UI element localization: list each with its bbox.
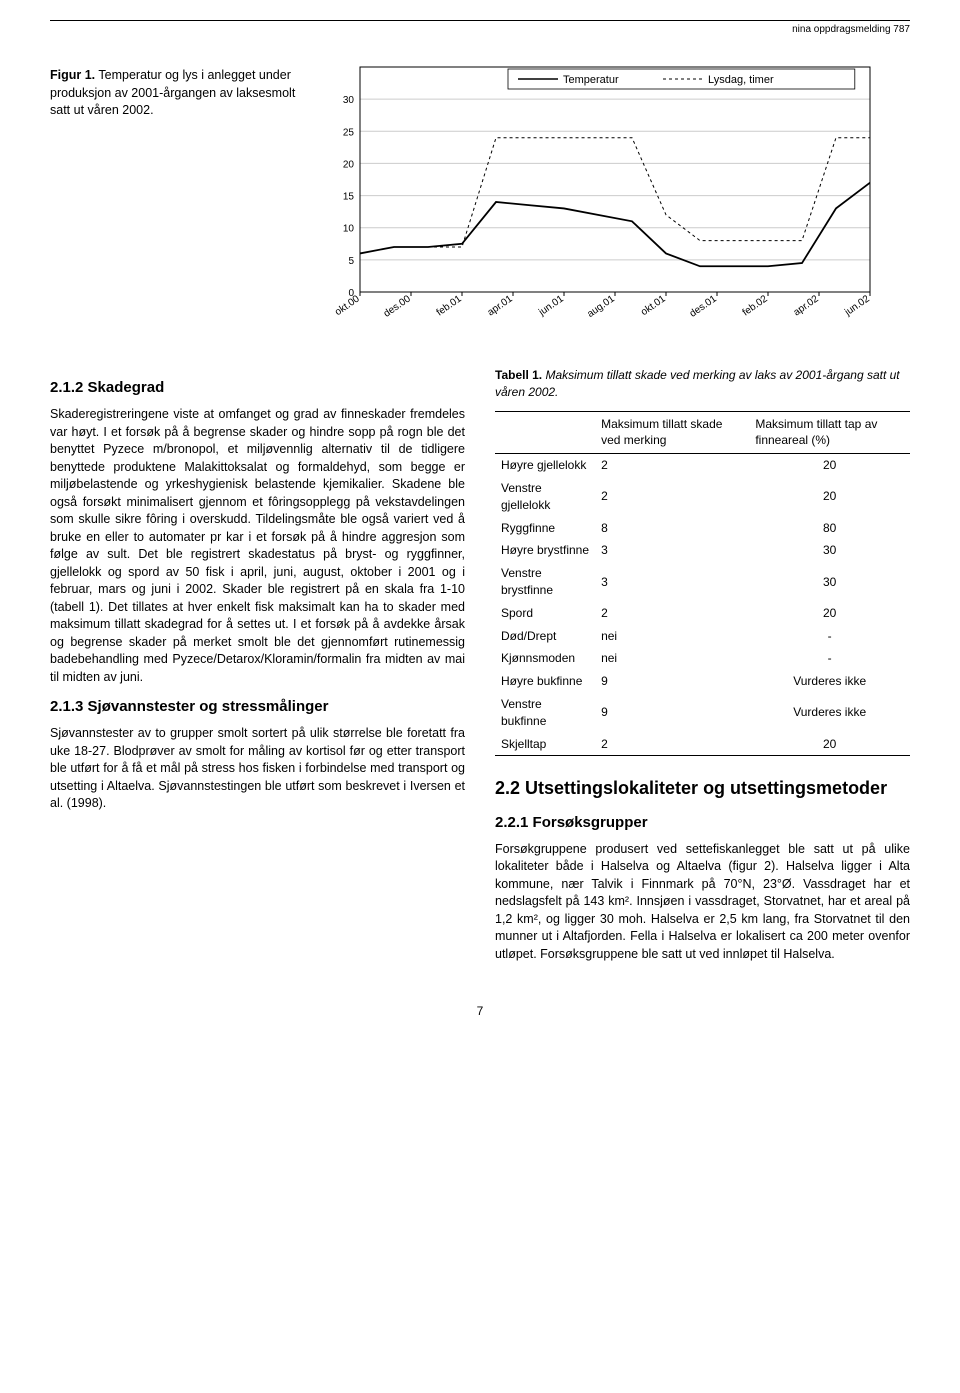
- table-1-caption: Tabell 1. Maksimum tillatt skade ved mer…: [495, 367, 910, 401]
- svg-text:okt.01: okt.01: [639, 293, 668, 318]
- section-2-2-1-title: 2.2.1 Forsøksgrupper: [495, 812, 910, 833]
- table-1-col2: Maksimum tillatt skade ved merking: [595, 411, 749, 454]
- table-cell: 20: [749, 733, 910, 756]
- table-cell: Kjønnsmoden: [495, 647, 595, 670]
- svg-text:25: 25: [343, 127, 355, 138]
- table-cell: 8: [595, 517, 749, 540]
- table-1: Maksimum tillatt skade ved merking Maksi…: [495, 411, 910, 757]
- table-row: Skjelltap220: [495, 733, 910, 756]
- table-cell: 2: [595, 477, 749, 517]
- svg-text:aug.01: aug.01: [585, 293, 617, 320]
- table-cell: Spord: [495, 602, 595, 625]
- svg-text:Temperatur: Temperatur: [563, 74, 619, 86]
- svg-text:20: 20: [343, 159, 355, 170]
- table-row: Venstre bukfinne9Vurderes ikke: [495, 693, 910, 733]
- table-cell: -: [749, 625, 910, 648]
- table-row: Høyre gjellelokk220: [495, 454, 910, 477]
- table-row: Kjønnsmodennei-: [495, 647, 910, 670]
- table-cell: Venstre bukfinne: [495, 693, 595, 733]
- section-2-1-2-title: 2.1.2 Skadegrad: [50, 377, 465, 398]
- right-column: Tabell 1. Maksimum tillatt skade ved mer…: [495, 367, 910, 973]
- table-row: Ryggfinne880: [495, 517, 910, 540]
- svg-text:15: 15: [343, 192, 355, 203]
- table-cell: 2: [595, 602, 749, 625]
- table-1-caption-text: Maksimum tillatt skade ved merking av la…: [495, 368, 900, 399]
- table-1-col1: [495, 411, 595, 454]
- table-row: Høyre bukfinne9Vurderes ikke: [495, 670, 910, 693]
- section-2-2-title: 2.2 Utsettingslokaliteter og utsettingsm…: [495, 776, 910, 801]
- table-cell: Høyre brystfinne: [495, 539, 595, 562]
- table-cell: 3: [595, 539, 749, 562]
- table-cell: Høyre bukfinne: [495, 670, 595, 693]
- table-1-col3: Maksimum tillatt tap av finneareal (%): [749, 411, 910, 454]
- table-cell: 2: [595, 733, 749, 756]
- table-row: Spord220: [495, 602, 910, 625]
- table-cell: 3: [595, 562, 749, 602]
- section-2-1-2-body: Skaderegistreringene viste at omfanget o…: [50, 406, 465, 686]
- temperature-light-chart: 051015202530okt.00des.00feb.01apr.01jun.…: [320, 57, 880, 337]
- section-2-2-1-body: Forsøkgruppene produsert ved settefiskan…: [495, 841, 910, 964]
- table-row: Venstre brystfinne330: [495, 562, 910, 602]
- table-cell: Høyre gjellelokk: [495, 454, 595, 477]
- table-row: Venstre gjellelokk220: [495, 477, 910, 517]
- table-cell: Vurderes ikke: [749, 670, 910, 693]
- svg-text:jun.01: jun.01: [536, 293, 566, 318]
- section-2-1-3-body: Sjøvannstester av to grupper smolt sorte…: [50, 725, 465, 813]
- table-cell: Ryggfinne: [495, 517, 595, 540]
- table-cell: 30: [749, 562, 910, 602]
- page-number: 7: [50, 1003, 910, 1020]
- table-cell: 20: [749, 454, 910, 477]
- header-line: nina oppdragsmelding 787: [50, 20, 910, 37]
- svg-text:des.01: des.01: [688, 293, 719, 319]
- table-cell: -: [749, 647, 910, 670]
- table-cell: Skjelltap: [495, 733, 595, 756]
- chart-container: 051015202530okt.00des.00feb.01apr.01jun.…: [320, 57, 910, 337]
- table-cell: Vurderes ikke: [749, 693, 910, 733]
- svg-text:10: 10: [343, 224, 355, 235]
- svg-text:jun.02: jun.02: [842, 293, 872, 318]
- table-cell: 30: [749, 539, 910, 562]
- figure-1-label: Figur 1.: [50, 68, 95, 82]
- svg-text:des.00: des.00: [382, 293, 413, 319]
- table-cell: 80: [749, 517, 910, 540]
- table-row: Død/Dreptnei-: [495, 625, 910, 648]
- figure-1-caption: Figur 1. Temperatur og lys i anlegget un…: [50, 57, 300, 120]
- table-cell: nei: [595, 625, 749, 648]
- svg-text:apr.01: apr.01: [486, 293, 515, 318]
- svg-text:apr.02: apr.02: [792, 293, 821, 318]
- svg-text:30: 30: [343, 95, 355, 106]
- table-cell: 20: [749, 477, 910, 517]
- section-2-1-3-title: 2.1.3 Sjøvannstester og stressmålinger: [50, 696, 465, 717]
- svg-text:5: 5: [348, 256, 354, 267]
- table-cell: 2: [595, 454, 749, 477]
- left-column: 2.1.2 Skadegrad Skaderegistreringene vis…: [50, 367, 465, 973]
- table-cell: Venstre gjellelokk: [495, 477, 595, 517]
- table-cell: Død/Drept: [495, 625, 595, 648]
- table-cell: 9: [595, 670, 749, 693]
- table-1-label: Tabell 1.: [495, 368, 542, 382]
- svg-text:feb.01: feb.01: [435, 293, 464, 318]
- table-cell: nei: [595, 647, 749, 670]
- table-cell: 9: [595, 693, 749, 733]
- table-cell: Venstre brystfinne: [495, 562, 595, 602]
- table-row: Høyre brystfinne330: [495, 539, 910, 562]
- table-cell: 20: [749, 602, 910, 625]
- svg-text:Lysdag, timer: Lysdag, timer: [708, 74, 774, 86]
- svg-text:feb.02: feb.02: [741, 293, 770, 318]
